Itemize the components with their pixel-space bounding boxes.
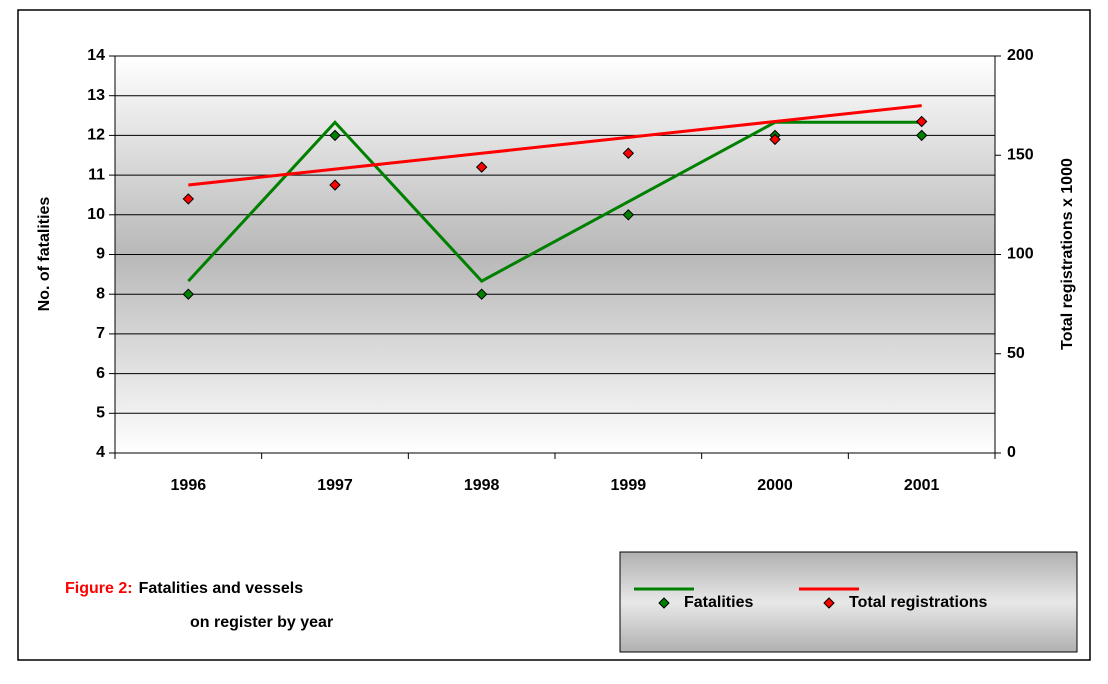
x-tick-label: 1999 — [611, 477, 647, 494]
legend-label: Total registrations — [849, 594, 987, 611]
legend-marker — [823, 597, 835, 609]
trend-line — [187, 120, 922, 283]
y2-tick-label: 50 — [1007, 345, 1025, 362]
y2-tick-label: 150 — [1007, 146, 1034, 163]
legend-label: Fatalities — [684, 594, 753, 611]
y-tick-label: 5 — [96, 405, 105, 422]
marker — [182, 288, 195, 300]
x-tick-label: 1998 — [464, 477, 500, 494]
legend — [619, 551, 1078, 653]
marker — [769, 133, 781, 146]
caption-line: on register by year — [190, 614, 333, 631]
x-tick-label: 1997 — [317, 477, 353, 494]
y2-axis-title: Total registrations x 1000 — [1059, 158, 1076, 350]
x-tick-label: 2001 — [904, 477, 940, 494]
y2-tick-label: 100 — [1007, 246, 1034, 263]
y-tick-label: 7 — [96, 325, 105, 342]
caption-label: Figure 2: — [65, 580, 133, 597]
caption-line: Fatalities and vessels — [139, 580, 304, 597]
marker — [182, 193, 195, 205]
marker — [622, 209, 635, 221]
y-tick-label: 11 — [88, 166, 105, 183]
marker — [329, 179, 341, 191]
marker — [329, 129, 341, 142]
y-tick-label: 8 — [96, 285, 105, 302]
y-tick-label: 12 — [87, 127, 105, 144]
y-tick-label: 4 — [96, 444, 105, 461]
marker — [622, 147, 635, 159]
y-tick-label: 9 — [96, 246, 105, 263]
x-tick-label: 2000 — [757, 477, 793, 494]
marker — [915, 115, 928, 128]
x-tick-label: 1996 — [171, 477, 207, 494]
y-tick-label: 10 — [87, 206, 105, 223]
y-axis-title: No. of fatalities — [36, 197, 53, 312]
trend-line — [188, 104, 922, 187]
y2-tick-label: 200 — [1007, 47, 1034, 64]
marker — [915, 129, 928, 142]
y-tick-label: 14 — [87, 47, 105, 64]
y-tick-label: 6 — [96, 365, 105, 382]
marker — [475, 288, 488, 300]
caption: Figure 2: Fatalities and vessels — [65, 580, 303, 597]
marker — [475, 161, 488, 173]
y2-tick-label: 0 — [1007, 444, 1016, 461]
y-tick-label: 13 — [87, 87, 105, 104]
legend-marker — [658, 597, 670, 609]
